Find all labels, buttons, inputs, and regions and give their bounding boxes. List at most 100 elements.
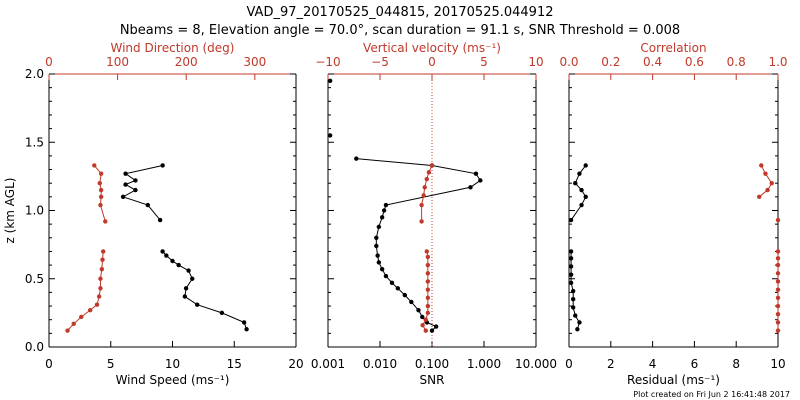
data-point-black [568, 217, 574, 223]
data-point-black [568, 264, 574, 269]
series-line-black [162, 251, 248, 330]
data-point-red [422, 185, 427, 190]
data-point-red [775, 256, 781, 261]
data-point-black [376, 224, 382, 230]
bottom-tick-label: 0 [45, 357, 53, 371]
series-line-black [121, 164, 163, 221]
data-point-black [416, 307, 421, 313]
data-point-black [579, 187, 584, 193]
data-point-black [573, 313, 578, 318]
top-axis-label: Vertical velocity (ms⁻¹) [363, 41, 501, 55]
data-point-red [424, 249, 429, 254]
data-point-black [374, 243, 379, 249]
data-point-red [425, 262, 431, 268]
data-point-black [164, 253, 169, 258]
data-point-black [120, 194, 126, 200]
data-point-red [100, 257, 105, 262]
data-point-red [421, 193, 426, 198]
top-tick-label: 0.8 [727, 55, 746, 69]
data-point-black [573, 181, 578, 186]
bottom-axis-label: SNR [420, 373, 445, 387]
data-point-red [103, 219, 108, 224]
data-point-red [763, 171, 768, 176]
bottom-tick-label: 0.010 [363, 357, 397, 371]
top-tick-label: 0 [45, 55, 53, 69]
data-point-red [775, 217, 781, 223]
data-point-black [570, 297, 576, 302]
bottom-tick-label: 2 [607, 357, 615, 371]
series-line-red [67, 251, 104, 331]
plot-created-footer: Plot created on Fri Jun 2 16:41:48 2017 [633, 390, 790, 399]
data-point-black [389, 280, 395, 286]
bottom-tick-label: 1.000 [467, 357, 501, 371]
data-point-black [327, 133, 333, 138]
bottom-tick-label: 6 [691, 357, 699, 371]
bottom-tick-label: 10 [165, 357, 180, 371]
y-tick-label: 1.0 [25, 204, 44, 218]
data-point-red [765, 187, 770, 193]
data-point-red [425, 279, 431, 284]
y-tick-label: 1.5 [25, 135, 44, 149]
data-point-black [395, 286, 401, 291]
bottom-tick-label: 0.100 [415, 357, 449, 371]
data-point-red [775, 262, 781, 268]
data-point-black [160, 249, 165, 254]
data-point-red [775, 328, 781, 333]
data-point-black [376, 260, 382, 265]
data-point-red [419, 202, 424, 208]
data-point-red [87, 307, 93, 313]
data-point-black [379, 266, 385, 272]
data-point-red [98, 187, 104, 193]
figure-title-line-1: VAD_97_20170525_044815, 20170525.044912 [247, 5, 554, 20]
data-point-black [568, 256, 574, 261]
data-point-red [775, 295, 781, 301]
panel-3: 0 2 4 6 8 10 Residual (ms⁻¹) 0.0 0.2 0.4 0.6 0.8 1.0… [559, 41, 787, 387]
bottom-axis-label: Wind Speed (ms⁻¹) [116, 373, 230, 387]
bottom-tick-label: 20 [288, 357, 303, 371]
series-black [568, 163, 588, 332]
figure-title-line-2: Nbeams = 8, Elevation angle = 70.0°, sca… [120, 23, 680, 38]
panel-2: 0.001 0.010 0.100 1.000 10.000 SNR −10 −5 0 5 10 Ve… [311, 41, 557, 387]
data-point-black [190, 276, 195, 281]
top-tick-label: 1.0 [768, 55, 787, 69]
data-point-red [769, 181, 774, 186]
data-point-red [420, 322, 425, 328]
top-tick-label: 0.2 [601, 55, 620, 69]
data-point-black [327, 78, 333, 84]
series-line-red [758, 165, 773, 198]
bottom-axis-label: Residual (ms⁻¹) [627, 373, 720, 387]
data-point-red [98, 194, 104, 200]
series-red [419, 163, 435, 333]
data-point-black [583, 194, 588, 200]
y-tick-label: 2.0 [25, 67, 44, 81]
bottom-tick-label: 15 [227, 357, 242, 371]
data-point-red [775, 312, 781, 317]
data-point-black [170, 258, 175, 264]
top-tick-label: 100 [106, 55, 129, 69]
data-point-black [183, 286, 189, 291]
data-point-black [420, 314, 425, 320]
data-point-black [381, 208, 387, 213]
data-point-black [186, 268, 191, 273]
data-point-red [98, 286, 103, 291]
series-black [120, 163, 249, 332]
bottom-tick-label: 8 [732, 357, 740, 371]
data-point-red [423, 317, 428, 322]
bottom-tick-label: 10 [770, 357, 785, 371]
data-point-black [133, 187, 138, 193]
data-point-red [65, 328, 70, 333]
data-point-black [577, 171, 582, 176]
data-point-black [433, 324, 439, 329]
y-tick-label: 0.0 [25, 340, 44, 354]
data-point-red [425, 310, 431, 316]
data-point-red [775, 279, 781, 284]
data-point-black [219, 310, 225, 316]
data-point-black [374, 235, 379, 240]
data-point-black [176, 262, 181, 268]
y-tick-label: 0.5 [25, 272, 44, 286]
top-axis-label: Correlation [640, 41, 706, 55]
data-point-red [756, 194, 762, 200]
data-point-black [468, 185, 473, 190]
